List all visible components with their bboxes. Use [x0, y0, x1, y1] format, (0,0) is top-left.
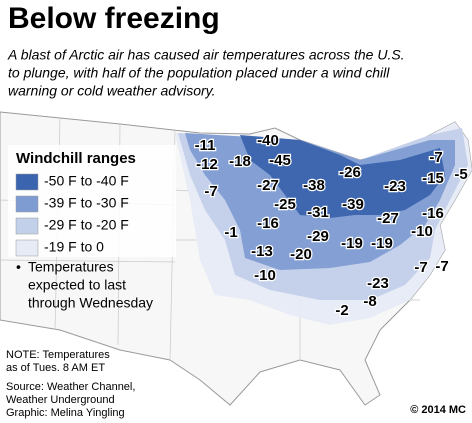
- temperature-label: -27: [377, 210, 399, 227]
- legend-label: -29 F to -20 F: [44, 217, 129, 233]
- footnote: Weather Underground: [6, 394, 115, 406]
- title: Below freezing: [8, 2, 220, 35]
- temperature-label: -26: [339, 164, 361, 181]
- temperature-label: -31: [307, 204, 329, 221]
- temperature-label: -10: [411, 223, 433, 240]
- legend-label: -39 F to -30 F: [44, 195, 129, 211]
- temperature-label: -19: [341, 235, 363, 252]
- temperature-label: -7: [435, 258, 448, 275]
- footnote: as of Tues. 8 AM ET: [6, 362, 105, 374]
- footnote: Source: Weather Channel,: [6, 381, 135, 393]
- temperature-label: -10: [254, 267, 276, 284]
- legend-label: -19 F to 0: [44, 239, 104, 255]
- legend-title: Windchill ranges: [16, 150, 136, 167]
- bullet-note: expected to last: [28, 277, 126, 293]
- temperature-label: -15: [422, 170, 444, 187]
- temperature-label: -7: [429, 149, 442, 166]
- footnote: Graphic: Melina Yingling: [6, 407, 125, 419]
- temperature-label: -25: [274, 196, 296, 213]
- bullet-note: Temperatures: [28, 259, 114, 275]
- temperature-label: -11: [195, 137, 216, 154]
- temperature-label: -40: [257, 132, 279, 149]
- temperature-label: -8: [363, 293, 376, 310]
- subtitle-line: to plunge, with half of the population p…: [8, 65, 390, 81]
- temperature-label: -5: [454, 166, 467, 183]
- temperature-label: -12: [196, 156, 218, 173]
- temperature-label: -27: [257, 177, 279, 194]
- temperature-label: -13: [251, 243, 273, 260]
- legend-swatch: [15, 239, 39, 257]
- temperature-label: -19: [371, 235, 393, 252]
- temperature-label: -7: [204, 183, 217, 200]
- temperature-label: -16: [422, 205, 444, 222]
- temperature-label: -29: [307, 228, 329, 245]
- temperature-label: -16: [257, 215, 279, 232]
- temperature-label: -38: [303, 177, 325, 194]
- temperature-label: -45: [269, 152, 291, 169]
- temperature-label: -23: [367, 275, 389, 292]
- legend-label: -50 F to -40 F: [44, 173, 129, 189]
- temperature-label: -20: [290, 246, 312, 263]
- legend-swatch: [15, 195, 39, 213]
- temperature-label: -23: [384, 178, 406, 195]
- temperature-label: -39: [342, 196, 364, 213]
- legend-swatch: [15, 217, 39, 235]
- temperature-label: -18: [229, 153, 251, 170]
- footnote: NOTE: Temperatures: [6, 349, 110, 361]
- windchill-zone: [240, 135, 445, 218]
- legend-swatch: [15, 173, 39, 191]
- bullet: •: [16, 259, 21, 275]
- credit: © 2014 MC: [410, 404, 466, 416]
- temperature-label: -2: [335, 302, 348, 319]
- temperature-label: -1: [224, 224, 237, 241]
- subtitle-line: warning or cold weather advisory.: [8, 83, 216, 99]
- bullet-note: through Wednesday: [28, 295, 153, 311]
- temperature-label: -7: [414, 259, 427, 276]
- subtitle-line: A blast of Arctic air has caused air tem…: [7, 47, 405, 63]
